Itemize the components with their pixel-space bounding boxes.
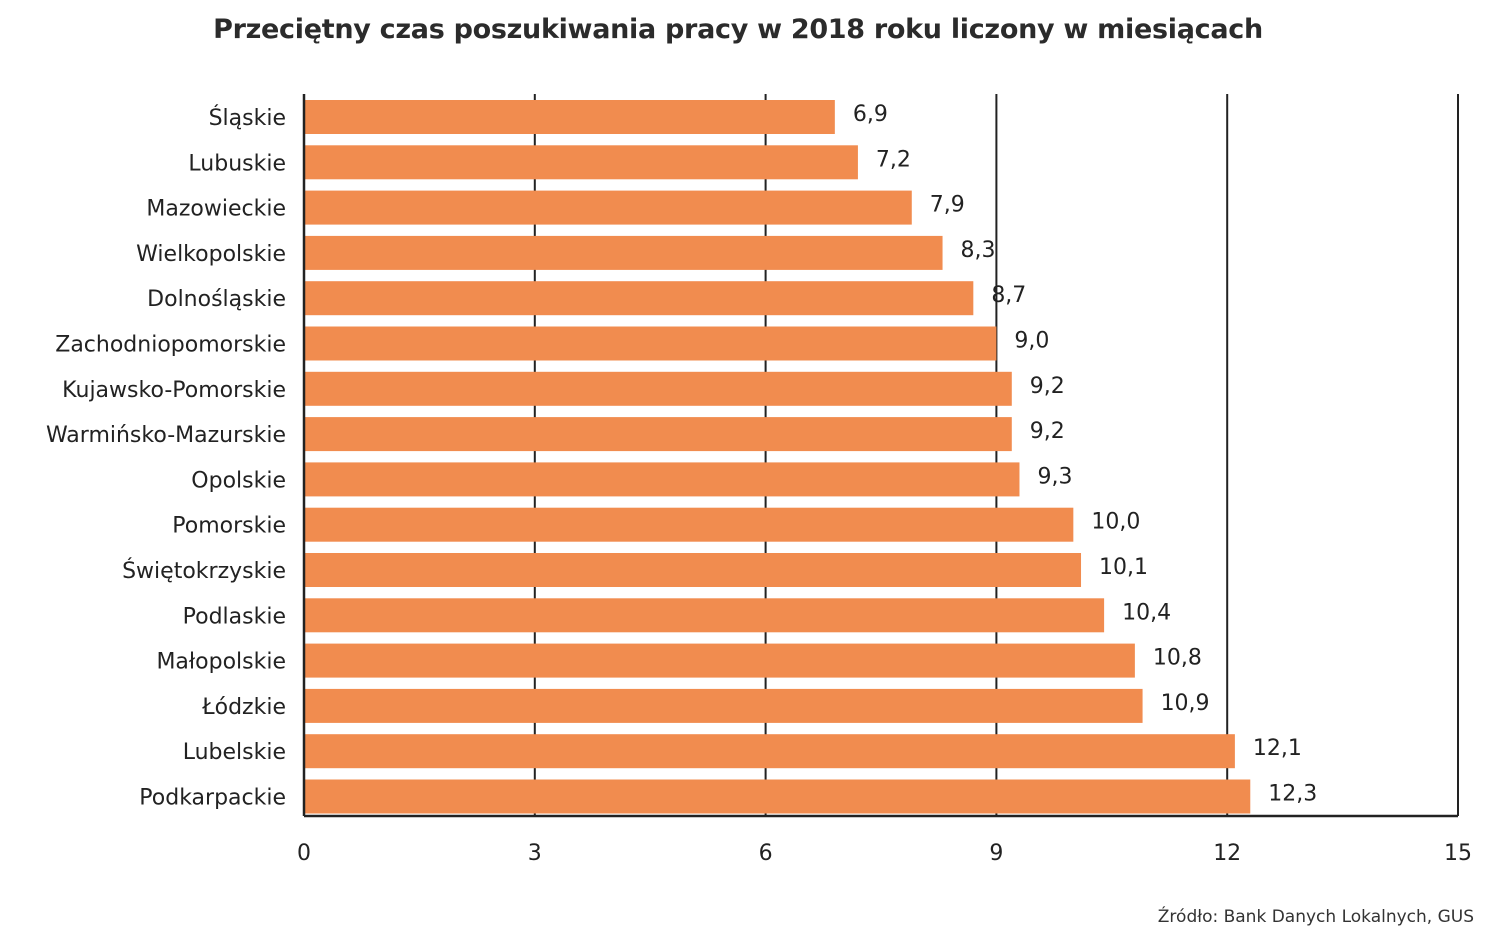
bar — [304, 190, 912, 225]
category-label: Mazowieckie — [146, 197, 286, 222]
category-label: Opolskie — [191, 468, 286, 493]
x-tick-labels: 0 3 6 9 12 15 — [297, 841, 1472, 866]
value-label: 6,9 — [853, 102, 888, 127]
value-label: 9,2 — [1030, 419, 1065, 444]
bar — [304, 779, 1251, 814]
category-label: Łódzkie — [201, 695, 286, 720]
category-label: Lubelskie — [183, 740, 286, 765]
category-label: Zachodniopomorskie — [55, 333, 286, 358]
value-label: 10,0 — [1091, 510, 1140, 535]
value-label: 10,1 — [1099, 555, 1148, 580]
category-labels: Śląskie Lubuskie Mazowieckie Wielkopolskie D… — [46, 105, 286, 811]
category-label: Pomorskie — [172, 514, 286, 539]
x-tick-label: 0 — [297, 841, 311, 866]
value-label: 7,2 — [876, 147, 911, 172]
x-tick-label: 15 — [1444, 841, 1472, 866]
axes — [302, 94, 1458, 818]
bar — [304, 100, 835, 134]
x-tick-label: 12 — [1213, 841, 1241, 866]
value-label: 10,4 — [1122, 600, 1171, 625]
bar — [304, 553, 1082, 587]
category-label: Lubuskie — [188, 151, 286, 176]
bar — [304, 326, 997, 361]
bar — [304, 462, 1020, 497]
bars — [304, 100, 1251, 814]
x-tick-label: 3 — [528, 841, 542, 866]
value-label: 9,0 — [1014, 329, 1049, 354]
source-note: Źródło: Bank Danych Lokalnych, GUS — [1157, 907, 1474, 927]
category-label: Warmińsko-Mazurskie — [46, 423, 286, 448]
category-label: Dolnośląskie — [147, 287, 286, 312]
bar — [304, 643, 1135, 678]
value-label: 10,9 — [1161, 691, 1210, 716]
value-label: 8,3 — [961, 238, 996, 263]
value-label: 12,3 — [1268, 782, 1317, 807]
value-label: 8,7 — [991, 283, 1026, 308]
value-label: 12,1 — [1253, 736, 1302, 761]
category-label: Małopolskie — [156, 650, 286, 675]
chart-title: Przeciętny czas poszukiwania pracy w 201… — [213, 14, 1263, 45]
bar — [304, 145, 858, 180]
category-label: Podlaskie — [183, 604, 286, 629]
category-label: Podkarpackie — [139, 786, 286, 811]
x-tick-label: 6 — [759, 841, 773, 866]
bar — [304, 417, 1012, 452]
category-label: Wielkopolskie — [136, 242, 286, 267]
category-label: Kujawsko-Pomorskie — [62, 378, 286, 403]
bar — [304, 688, 1143, 723]
bar — [304, 598, 1105, 633]
value-label: 7,9 — [930, 193, 965, 218]
category-label: Śląskie — [209, 105, 286, 131]
value-labels: 6,9 7,2 7,9 8,3 8,7 9,0 9,2 9,2 9,3 10,0 10,1 10,4 1… — [853, 102, 1317, 807]
bar — [304, 281, 974, 316]
bar — [304, 371, 1012, 406]
x-tick-label: 9 — [989, 841, 1003, 866]
category-label: Świętokrzyskie — [122, 558, 286, 584]
value-label: 9,2 — [1030, 374, 1065, 399]
bar — [304, 507, 1074, 542]
value-label: 9,3 — [1037, 464, 1072, 489]
value-label: 10,8 — [1153, 646, 1202, 671]
bar — [304, 235, 943, 270]
bar — [304, 734, 1235, 769]
